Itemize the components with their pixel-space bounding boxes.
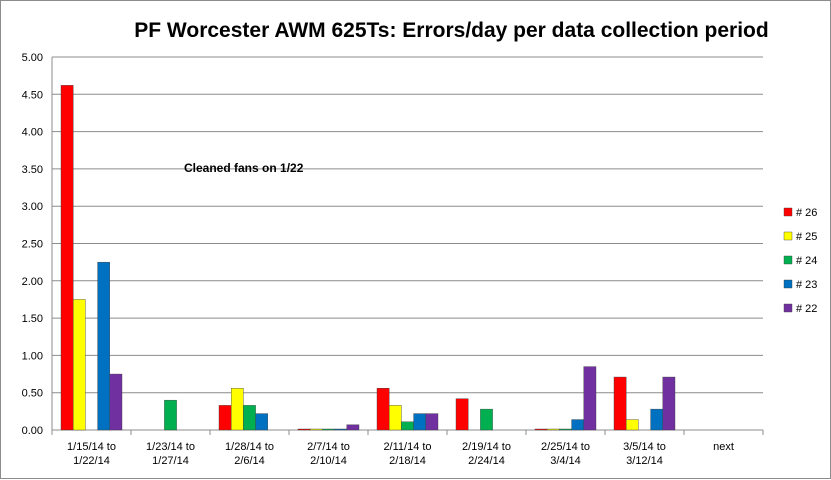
x-tick-label: 2/25/14 to: [541, 441, 590, 453]
y-tick-label: 2.50: [22, 239, 43, 251]
bar: [480, 408, 493, 431]
bar: [310, 428, 323, 431]
x-tick-label: 1/27/14: [152, 455, 189, 467]
x-tick-label: 1/28/14 to: [225, 441, 274, 453]
bar: [334, 428, 348, 431]
x-tick-label: 2/19/14 to: [462, 441, 511, 453]
bar: [425, 413, 439, 431]
x-tick-label: 1/15/14 to: [67, 441, 116, 453]
legend-swatch: [783, 255, 793, 265]
x-tick-label: next: [713, 441, 734, 453]
annotation-text: Cleaned fans on 1/22: [184, 161, 304, 175]
y-tick-label: 3.00: [22, 201, 43, 213]
bar: [230, 388, 244, 431]
bar: [60, 85, 74, 431]
x-tick-label: 2/24/14: [468, 455, 505, 467]
y-tick-label: 2.00: [22, 276, 43, 288]
x-tick-label: 2/6/14: [234, 455, 265, 467]
legend-label: # 24: [796, 255, 817, 267]
bar: [322, 428, 335, 431]
x-tick-label: 1/23/14 to: [146, 441, 195, 453]
x-tick-label: 3/4/14: [550, 455, 581, 467]
y-tick-label: 1.00: [22, 350, 43, 362]
x-tick-label: 2/11/14 to: [383, 441, 431, 453]
y-tick-label: 0.50: [22, 388, 43, 400]
bar: [534, 428, 548, 431]
bar: [346, 424, 360, 431]
bar: [547, 428, 560, 431]
legend-label: # 25: [796, 231, 817, 243]
x-tick-label: 2/10/14: [310, 455, 347, 467]
bar: [72, 299, 86, 431]
legend-label: # 23: [796, 279, 817, 291]
bar: [650, 408, 663, 431]
legend-swatch: [783, 231, 793, 241]
x-tick-label: 1/22/14: [73, 455, 110, 467]
x-tick-label: 3/5/14 to: [623, 441, 666, 453]
y-tick-label: 1.50: [22, 313, 43, 325]
bar: [413, 413, 427, 431]
bar: [571, 419, 584, 431]
chart-title: PF Worcester AWM 625Ts: Errors/day per d…: [134, 19, 769, 42]
x-tick-label: 3/12/14: [626, 455, 663, 467]
bar: [255, 413, 269, 431]
bar: [109, 373, 123, 431]
bar: [97, 261, 110, 431]
bar: [613, 376, 627, 431]
legend-label: # 26: [796, 207, 817, 219]
x-tick-label: 2/18/14: [389, 455, 426, 467]
bar: [559, 428, 572, 431]
bar: [218, 405, 232, 431]
bar: [164, 399, 177, 431]
y-tick-label: 4.00: [22, 127, 43, 139]
bar: [376, 388, 390, 431]
y-tick-label: 0.00: [22, 425, 43, 437]
y-tick-label: 3.50: [22, 164, 43, 176]
bar: [455, 398, 469, 431]
legend-swatch: [783, 303, 793, 313]
bar: [401, 421, 414, 431]
x-tick-label: 2/7/14 to: [307, 441, 350, 453]
y-tick-label: 4.50: [22, 89, 43, 101]
bar: [626, 419, 639, 431]
legend-swatch: [783, 207, 793, 217]
legend-label: # 22: [796, 303, 817, 315]
y-tick-label: 5.00: [22, 52, 43, 64]
bar: [662, 376, 676, 431]
bar: [583, 366, 597, 431]
bar: [243, 405, 256, 431]
legend-swatch: [783, 279, 793, 289]
bar: [297, 428, 311, 431]
bar: [389, 405, 402, 431]
